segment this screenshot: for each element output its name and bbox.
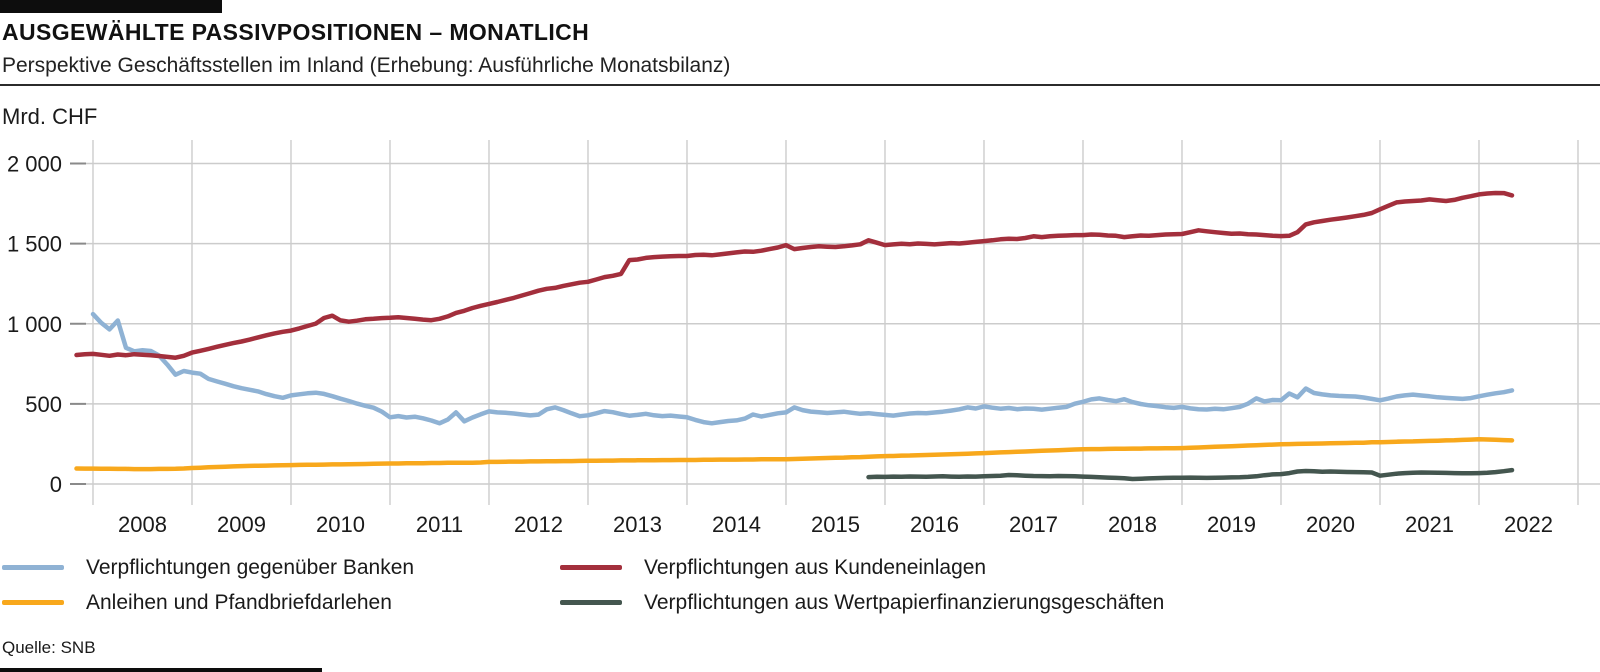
series-line-kundeneinlagen [74, 190, 1515, 360]
x-axis-label: 2014 [712, 512, 761, 537]
legend-item-kundeneinlagen: Verpflichtungen aus Kundeneinlagen [560, 552, 1164, 583]
legend-swatch-anleihen [2, 600, 64, 605]
x-axis-label: 2019 [1207, 512, 1256, 537]
legend-swatch-kundeneinlagen [560, 565, 622, 570]
x-axis-label: 2013 [613, 512, 662, 537]
series-line-wertpapier [866, 467, 1515, 482]
page-title: AUSGEWÄHLTE PASSIVPOSITIONEN – MONATLICH [2, 19, 590, 45]
x-axis-label: 2017 [1009, 512, 1058, 537]
y-axis-label: 2 000 [7, 152, 62, 177]
x-axis-label: 2009 [217, 512, 266, 537]
y-axis-label: 0 [50, 472, 62, 497]
top-accent-bar [0, 0, 222, 13]
x-axis-label: 2008 [118, 512, 167, 537]
series-line-anleihen [74, 437, 1515, 472]
legend: Verpflichtungen gegenüber Banken Verpflic… [2, 552, 1164, 618]
legend-label-anleihen: Anleihen und Pfandbriefdarlehen [86, 590, 392, 614]
x-axis-label: 2020 [1306, 512, 1355, 537]
legend-label-wertpapier: Verpflichtungen aus Wertpapierfinanzieru… [644, 590, 1165, 614]
y-axis-label: 1 500 [7, 232, 62, 257]
legend-swatch-wertpapier [560, 600, 622, 605]
legend-item-banken: Verpflichtungen gegenüber Banken [2, 552, 560, 583]
legend-label-kundeneinlagen: Verpflichtungen aus Kundeneinlagen [644, 555, 987, 579]
x-axis-label: 2011 [416, 512, 463, 537]
x-axis-label: 2022 [1504, 512, 1553, 537]
legend-label-banken: Verpflichtungen gegenüber Banken [86, 555, 415, 579]
legend-swatch-banken [2, 565, 64, 570]
legend-item-wertpapier: Verpflichtungen aus Wertpapierfinanzieru… [560, 587, 1164, 618]
source-note: Quelle: SNB [2, 638, 96, 657]
y-axis-label: 1 000 [7, 312, 62, 337]
x-axis-label: 2018 [1108, 512, 1157, 537]
x-axis-label: 2010 [316, 512, 365, 537]
x-axis-label: 2015 [811, 512, 860, 537]
legend-item-anleihen: Anleihen und Pfandbriefdarlehen [2, 587, 560, 618]
bottom-accent-bar [0, 668, 322, 672]
x-axis-label: 2021 [1405, 512, 1454, 537]
y-axis-unit-label: Mrd. CHF [2, 104, 98, 129]
header-divider [0, 84, 1600, 86]
x-axis-label: 2016 [910, 512, 959, 537]
series-line-banken [90, 311, 1515, 426]
x-axis-label: 2012 [514, 512, 563, 537]
y-axis-label: 500 [25, 392, 62, 417]
page-subtitle: Perspektive Geschäftsstellen im Inland (… [2, 54, 731, 77]
